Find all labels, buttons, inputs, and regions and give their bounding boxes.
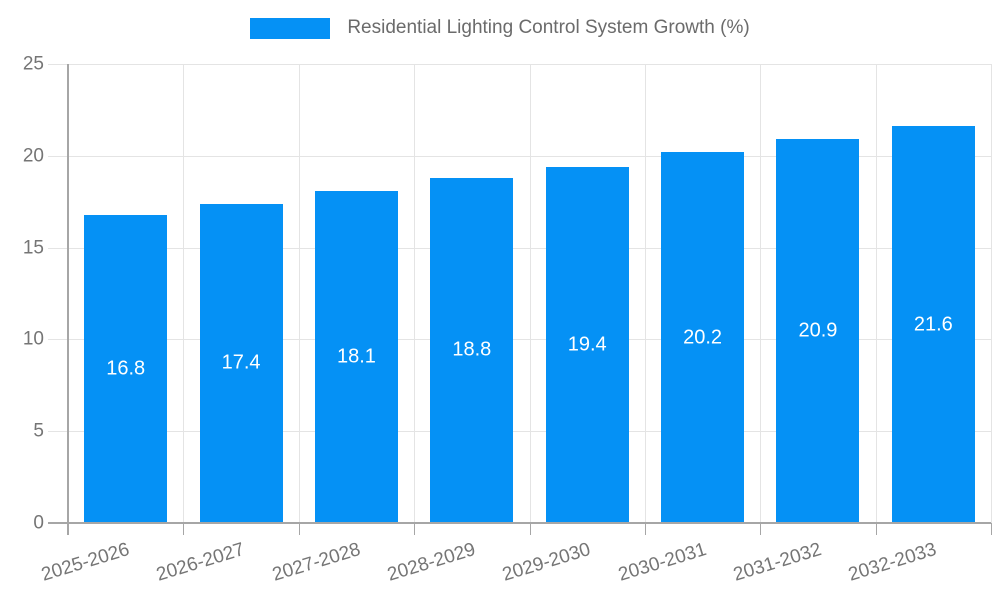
bar-2028-2029: 18.8 [430, 177, 514, 523]
bar-value-label: 20.2 [683, 326, 723, 349]
bar-value-label: 20.9 [798, 319, 838, 342]
x-axis-tick [875, 523, 877, 535]
gridline-y-5 [48, 431, 991, 433]
category-slot: 19.4 2029-2030 [500, 64, 645, 586]
bar-value-label: 21.6 [913, 313, 953, 336]
bar-value-label: 17.4 [221, 351, 261, 374]
gridline-y-15 [48, 247, 991, 249]
gridline-y-10 [48, 339, 991, 341]
bars-layer: 16.8 2025-2026 17.4 2026-2027 18.1 2027-2028 1… [39, 64, 991, 586]
x-tick-label: 2025-2026 [38, 539, 132, 586]
bar-2030-2031: 20.2 [661, 152, 745, 523]
x-axis-tick [414, 523, 416, 535]
category-slot: 20.2 2030-2031 [616, 64, 760, 586]
x-tick-label: 2028-2029 [384, 539, 478, 586]
category-slot: 20.9 2031-2032 [731, 64, 875, 586]
x-tick-label: 2030-2031 [615, 539, 709, 586]
x-axis-tick [644, 523, 646, 535]
bar-value-label: 18.1 [336, 345, 376, 368]
bar-value-label: 16.8 [106, 357, 146, 380]
bar-2032-2033: 21.6 [891, 126, 975, 523]
y-tick-label: 15 [22, 237, 44, 259]
x-axis-line [48, 522, 991, 524]
gridline-x [529, 64, 531, 523]
x-tick-label: 2031-2032 [731, 539, 825, 586]
x-axis-tick [529, 523, 531, 535]
x-axis-tick [991, 523, 992, 535]
y-axis-line [67, 64, 69, 535]
bar-value-label: 18.8 [452, 338, 492, 361]
y-tick-label: 10 [22, 328, 44, 350]
x-tick-label: 2032-2033 [846, 539, 940, 586]
x-tick-label: 2027-2028 [269, 539, 363, 586]
gridline-x [183, 64, 185, 523]
gridline-x [875, 64, 877, 523]
gridline-x [414, 64, 416, 523]
legend-swatch[interactable] [250, 17, 331, 39]
gridline-x [760, 64, 762, 523]
bar-2026-2027: 17.4 [199, 203, 283, 523]
bar-2027-2028: 18.1 [314, 190, 398, 523]
x-axis-tick [298, 523, 300, 535]
x-axis-tick [760, 523, 762, 535]
bar-2029-2030: 19.4 [545, 166, 629, 523]
gridline-y-20 [48, 155, 991, 157]
gridline-x [644, 64, 646, 523]
chart-legend[interactable]: Residential Lighting Control System Grow… [0, 17, 1000, 39]
category-slot: 17.4 2026-2027 [154, 64, 298, 586]
y-tick-label: 20 [22, 145, 44, 167]
plot-area: 16.8 2025-2026 17.4 2026-2027 18.1 2027-2028 1… [39, 64, 992, 586]
bar-2025-2026: 16.8 [84, 214, 168, 523]
y-tick-label: 25 [22, 53, 44, 75]
gridline-x [991, 64, 992, 523]
legend-label: Residential Lighting Control System Grow… [347, 17, 750, 38]
bar-value-label: 19.4 [567, 333, 607, 356]
y-tick-label: 5 [33, 420, 44, 442]
category-slot: 18.1 2027-2028 [270, 64, 414, 586]
y-axis-labels: 0 5 10 15 20 25 [0, 55, 44, 533]
y-tick-label: 0 [33, 512, 44, 534]
x-tick-label: 2026-2027 [154, 539, 248, 586]
category-slot: 16.8 2025-2026 [39, 64, 183, 586]
gridline-x [298, 64, 300, 523]
gridline-y-25 [48, 64, 991, 65]
x-axis-tick [183, 523, 185, 535]
bar-2031-2032: 20.9 [776, 139, 860, 523]
category-slot: 21.6 2032-2033 [846, 64, 991, 586]
category-slot: 18.8 2028-2029 [385, 64, 529, 586]
x-tick-label: 2029-2030 [500, 539, 594, 586]
